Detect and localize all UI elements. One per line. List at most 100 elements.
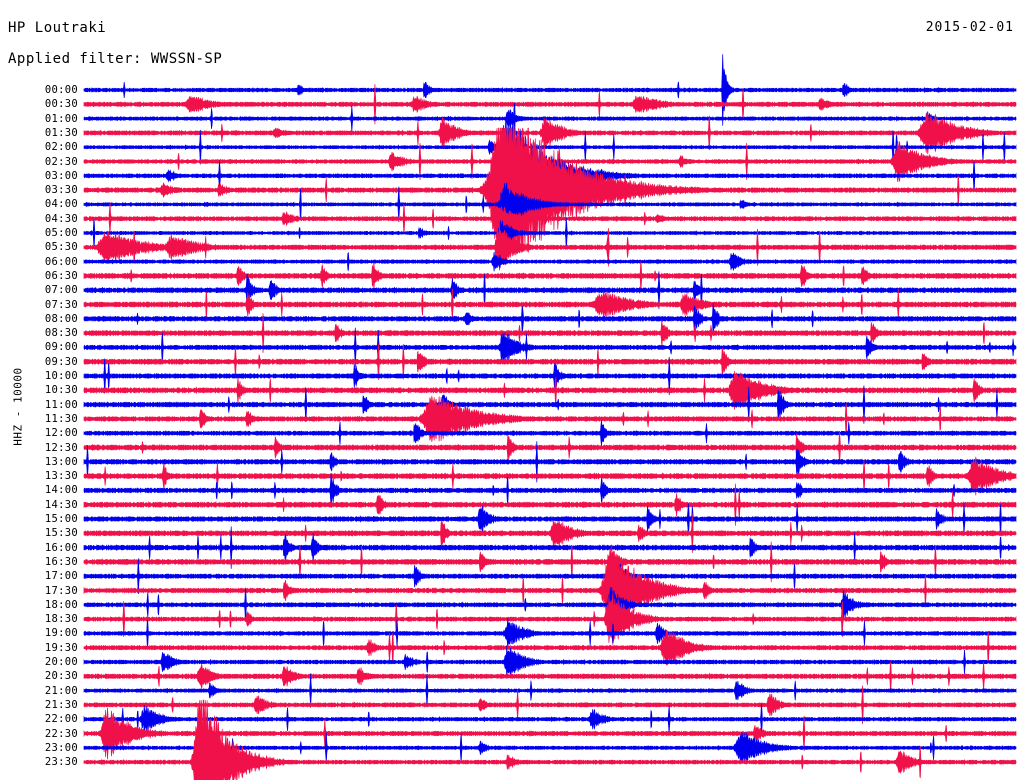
time-tick-1400: 14:00	[44, 484, 78, 497]
time-tick-1830: 18:30	[44, 613, 78, 626]
trace-0430	[83, 202, 1017, 236]
trace-0130	[83, 111, 1017, 155]
time-tick-1330: 13:30	[44, 470, 78, 483]
trace-2000	[83, 645, 1017, 679]
trace-1000	[83, 356, 1017, 396]
time-tick-0000: 00:00	[44, 84, 78, 96]
trace-0500	[83, 217, 1017, 249]
time-tick-0600: 06:00	[44, 255, 78, 268]
time-tick-1600: 16:00	[44, 541, 78, 554]
time-tick-2330: 23:30	[44, 756, 78, 769]
time-tick-0100: 01:00	[44, 112, 78, 125]
time-tick-0800: 08:00	[44, 312, 78, 325]
time-tick-2100: 21:00	[44, 684, 78, 697]
trace-0200	[83, 129, 1017, 165]
time-tick-1530: 15:30	[44, 527, 78, 540]
trace-0400	[83, 182, 1017, 227]
trace-2200	[83, 703, 1017, 735]
trace-0100	[83, 102, 1017, 135]
time-tick-0530: 05:30	[44, 241, 78, 254]
time-tick-0300: 03:00	[44, 169, 78, 182]
time-tick-1800: 18:00	[44, 598, 78, 611]
time-tick-1630: 16:30	[44, 555, 78, 568]
time-tick-2130: 21:30	[44, 698, 78, 711]
trace-1230	[83, 431, 1017, 464]
trace-1700	[83, 558, 1017, 595]
time-tick-1500: 15:00	[44, 513, 78, 525]
station-title: HP Loutraki	[8, 20, 107, 36]
trace-2030	[83, 661, 1017, 692]
trace-1630	[83, 541, 1017, 583]
trace-0930	[83, 343, 1017, 380]
time-tick-0930: 09:30	[44, 355, 78, 368]
trace-0630	[83, 261, 1017, 291]
trace-2230	[83, 707, 1017, 760]
trace-1930	[83, 629, 1017, 666]
trace-1100	[83, 385, 1017, 424]
time-tick-1300: 13:00	[44, 455, 78, 468]
trace-0030	[83, 84, 1017, 125]
trace-group	[83, 54, 1017, 780]
time-tick-1700: 17:00	[44, 570, 78, 583]
time-tick-1730: 17:30	[44, 584, 78, 597]
trace-1400	[83, 473, 1017, 508]
trace-2300	[83, 732, 1017, 764]
trace-1800	[83, 587, 1017, 623]
time-tick-2200: 22:00	[44, 713, 78, 726]
trace-0700	[83, 271, 1017, 310]
trace-1500	[83, 502, 1017, 536]
trace-0000	[83, 54, 1017, 126]
time-tick-2000: 20:00	[44, 656, 78, 668]
time-tick-0130: 01:30	[44, 126, 78, 139]
time-tick-1100: 11:00	[44, 398, 78, 411]
time-tick-2230: 22:30	[44, 727, 78, 740]
trace-1430	[83, 483, 1017, 526]
trace-1300	[83, 441, 1017, 483]
trace-1600	[83, 526, 1017, 569]
time-tick-0700: 07:00	[44, 284, 78, 297]
trace-0830	[83, 313, 1017, 353]
time-tick-0430: 04:30	[44, 212, 78, 225]
trace-0900	[83, 327, 1017, 368]
time-tick-0200: 02:00	[44, 141, 78, 154]
trace-1730	[83, 545, 1017, 636]
time-tick-2300: 23:00	[44, 741, 78, 754]
time-tick-0630: 06:30	[44, 269, 78, 282]
trace-1330	[83, 456, 1017, 496]
time-tick-1000: 10:00	[44, 370, 78, 382]
trace-2130	[83, 685, 1017, 725]
record-date: 2015-02-01	[925, 20, 1014, 35]
trace-0530	[83, 224, 1017, 271]
time-tick-1230: 12:30	[44, 441, 78, 454]
trace-1830	[83, 593, 1017, 645]
time-tick-0400: 04:00	[44, 198, 78, 211]
time-tick-0830: 08:30	[44, 327, 78, 340]
trace-2100	[83, 673, 1017, 708]
time-tick-0900: 09:00	[44, 341, 78, 354]
time-tick-1200: 12:00	[44, 427, 78, 440]
time-tick-0230: 02:30	[44, 155, 78, 168]
trace-0730	[83, 288, 1017, 321]
time-tick-1930: 19:30	[44, 641, 78, 654]
applied-filter-label: Applied filter: WWSSN-SP	[8, 51, 223, 67]
trace-1030	[83, 370, 1017, 410]
trace-0330	[83, 127, 1017, 253]
trace-1530	[83, 513, 1017, 553]
trace-1200	[83, 420, 1017, 447]
time-tick-0730: 07:30	[44, 298, 78, 311]
time-tick-1900: 19:00	[44, 627, 78, 640]
time-tick-1030: 10:30	[44, 384, 78, 397]
trace-0600	[83, 251, 1017, 272]
time-tick-1130: 11:30	[44, 412, 78, 425]
time-tick-0500: 05:00	[44, 227, 78, 239]
time-tick-2030: 20:30	[44, 670, 78, 683]
trace-2330	[83, 699, 1017, 780]
trace-0800	[83, 302, 1017, 335]
trace-1900	[83, 617, 1017, 650]
time-tick-1430: 14:30	[44, 498, 78, 511]
time-tick-0030: 00:30	[44, 98, 78, 111]
time-tick-0330: 03:30	[44, 184, 78, 197]
trace-1130	[83, 395, 1017, 442]
